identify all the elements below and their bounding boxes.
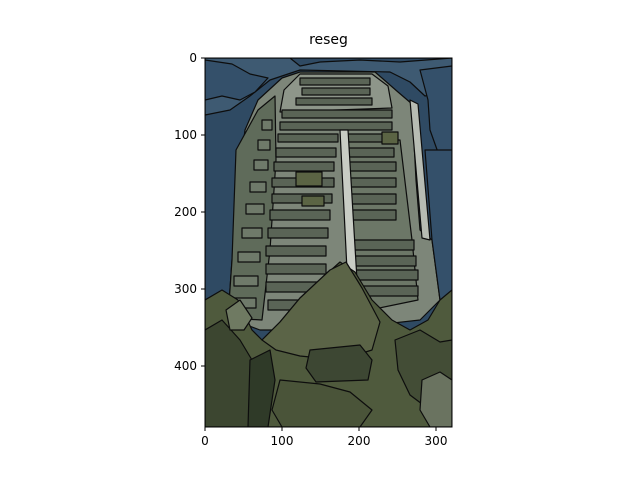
sky-upper-region <box>205 58 452 116</box>
segmented-image <box>205 58 452 427</box>
sky-left-region <box>205 59 269 101</box>
olive-accents <box>295 131 399 207</box>
window-bands <box>265 77 419 311</box>
x-tick-label: 200 <box>348 434 371 448</box>
x-tick-label: 100 <box>271 434 294 448</box>
x-axis: 0 100 200 300 <box>201 427 447 448</box>
x-tick-label: 0 <box>201 434 209 448</box>
left-face-windows <box>231 119 273 309</box>
foliage-bottom <box>271 379 373 427</box>
tree-trunk-dark <box>247 349 276 427</box>
foliage-bottom-right <box>419 371 452 427</box>
y-tick-label: 100 <box>174 128 197 142</box>
y-axis: 0 100 200 300 400 <box>174 51 205 373</box>
y-tick-label: 300 <box>174 282 197 296</box>
axes-frame <box>204 57 453 428</box>
foliage-light-patch <box>225 299 253 331</box>
y-tick-label: 400 <box>174 359 197 373</box>
right-edge-strip <box>409 99 431 241</box>
foliage-center <box>261 261 381 361</box>
x-tick-label: 300 <box>425 434 448 448</box>
y-tick-label: 0 <box>189 51 197 65</box>
figure-title: reseg <box>309 32 348 48</box>
foliage-dark-patch <box>305 344 373 383</box>
y-tick-label: 200 <box>174 205 197 219</box>
